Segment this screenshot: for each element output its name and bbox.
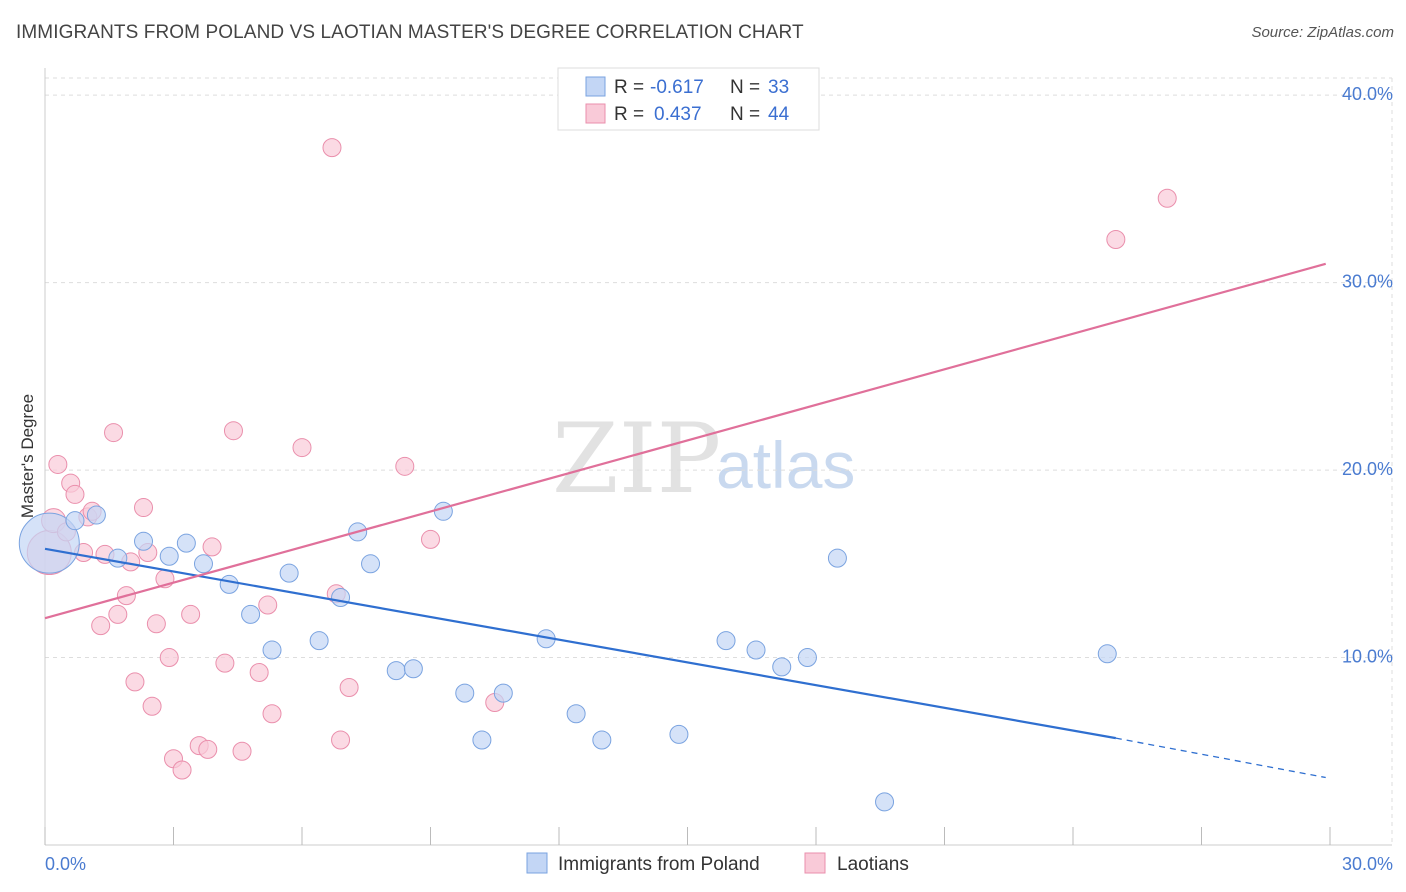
series-swatch-laotians	[804, 852, 826, 874]
poland-point	[86, 505, 106, 525]
poland-point	[309, 631, 329, 651]
poland-point	[827, 548, 847, 568]
laotians-point	[125, 672, 145, 692]
legend-r-value-pink: 0.437	[654, 104, 702, 125]
poland-trend-extension	[1115, 737, 1326, 779]
x-tick-label-min: 0.0%	[45, 854, 86, 874]
poland-point	[472, 730, 492, 750]
legend-n-label-blue: N =	[730, 77, 760, 98]
poland-point	[592, 730, 612, 750]
poland-point	[361, 554, 381, 574]
y-axis-title: Master's Degree	[18, 394, 37, 518]
poland-point	[716, 631, 736, 651]
laotians-trend-line	[44, 262, 1327, 620]
laotians-point	[322, 138, 342, 158]
legend-n-label-pink: N =	[730, 104, 760, 125]
y-tick-label: 10.0%	[1342, 647, 1393, 667]
trend-lines	[44, 262, 1327, 779]
laotians-point	[339, 678, 359, 698]
poland-point	[772, 657, 792, 677]
laotians-point	[181, 604, 201, 624]
laotians-point	[258, 595, 278, 615]
watermark-zip: ZIP	[552, 403, 721, 515]
poland-point	[241, 604, 261, 624]
poland-point	[18, 512, 80, 574]
laotians-point	[104, 423, 124, 443]
y-tick-label: 30.0%	[1342, 272, 1393, 292]
laotians-point	[142, 696, 162, 716]
poland-point	[262, 640, 282, 660]
poland-point	[65, 511, 85, 531]
laotians-point	[223, 421, 243, 441]
y-tick-label: 20.0%	[1342, 459, 1393, 479]
y-tick-labels: 10.0% 20.0% 30.0% 40.0%	[1342, 84, 1393, 666]
poland-point	[566, 704, 586, 724]
poland-points	[18, 501, 1117, 812]
poland-point	[403, 659, 423, 679]
laotians-point	[134, 498, 154, 518]
legend-swatch-blue	[585, 76, 606, 97]
correlation-legend: R = -0.617 N = 33 R = 0.437 N = 44	[557, 67, 820, 131]
laotians-point	[331, 730, 351, 750]
poland-trend-line	[44, 547, 1117, 740]
legend-swatch-pink	[585, 103, 606, 124]
poland-point	[331, 588, 351, 608]
laotians-point	[262, 704, 282, 724]
poland-point	[875, 792, 895, 812]
poland-point	[134, 531, 154, 551]
poland-point	[108, 548, 128, 568]
poland-point	[176, 533, 196, 553]
laotians-point	[202, 537, 222, 557]
poland-point	[455, 683, 475, 703]
laotians-point	[249, 663, 269, 683]
source-label: Source: ZipAtlas.com	[1251, 24, 1394, 41]
laotians-point	[146, 614, 166, 634]
laotians-point	[65, 484, 85, 504]
poland-point	[386, 661, 406, 681]
laotians-point	[91, 616, 111, 636]
laotians-point	[48, 454, 68, 474]
laotians-point	[1157, 188, 1177, 208]
watermark-atlas: atlas	[716, 428, 855, 502]
legend-r-label-blue: R =	[614, 77, 644, 98]
laotians-point	[232, 741, 252, 761]
laotians-point	[395, 456, 415, 476]
series-label-poland: Immigrants from Poland	[558, 854, 760, 875]
poland-point	[746, 640, 766, 660]
legend-n-value-pink: 44	[768, 104, 790, 125]
series-swatch-poland	[526, 852, 548, 874]
poland-point	[193, 554, 213, 574]
chart-title: IMMIGRANTS FROM POLAND VS LAOTIAN MASTER…	[16, 22, 804, 43]
series-label-laotians: Laotians	[837, 854, 909, 875]
poland-point	[669, 724, 689, 744]
poland-point	[433, 501, 453, 521]
legend-r-label-pink: R =	[614, 104, 644, 125]
laotians-point	[159, 648, 179, 668]
legend-n-value-blue: 33	[768, 77, 789, 98]
poland-point	[797, 648, 817, 668]
poland-point	[493, 683, 513, 703]
laotians-point	[198, 739, 218, 759]
legend-r-value-blue: -0.617	[650, 77, 704, 98]
laotians-point	[172, 760, 192, 780]
laotians-point	[421, 529, 440, 549]
series-legend: Immigrants from Poland Laotians	[526, 852, 909, 875]
poland-point	[279, 563, 299, 583]
poland-point	[1097, 644, 1117, 664]
laotians-point	[1106, 229, 1126, 249]
axes	[44, 68, 1392, 846]
poland-point	[219, 574, 239, 594]
poland-point	[159, 546, 179, 566]
x-tick-labels: 0.0% 30.0%	[45, 854, 1393, 874]
y-tick-label: 40.0%	[1342, 84, 1393, 104]
x-tick-label-max: 30.0%	[1342, 854, 1393, 874]
laotians-point	[215, 653, 235, 673]
laotians-point	[292, 438, 312, 458]
laotians-point	[108, 604, 128, 624]
